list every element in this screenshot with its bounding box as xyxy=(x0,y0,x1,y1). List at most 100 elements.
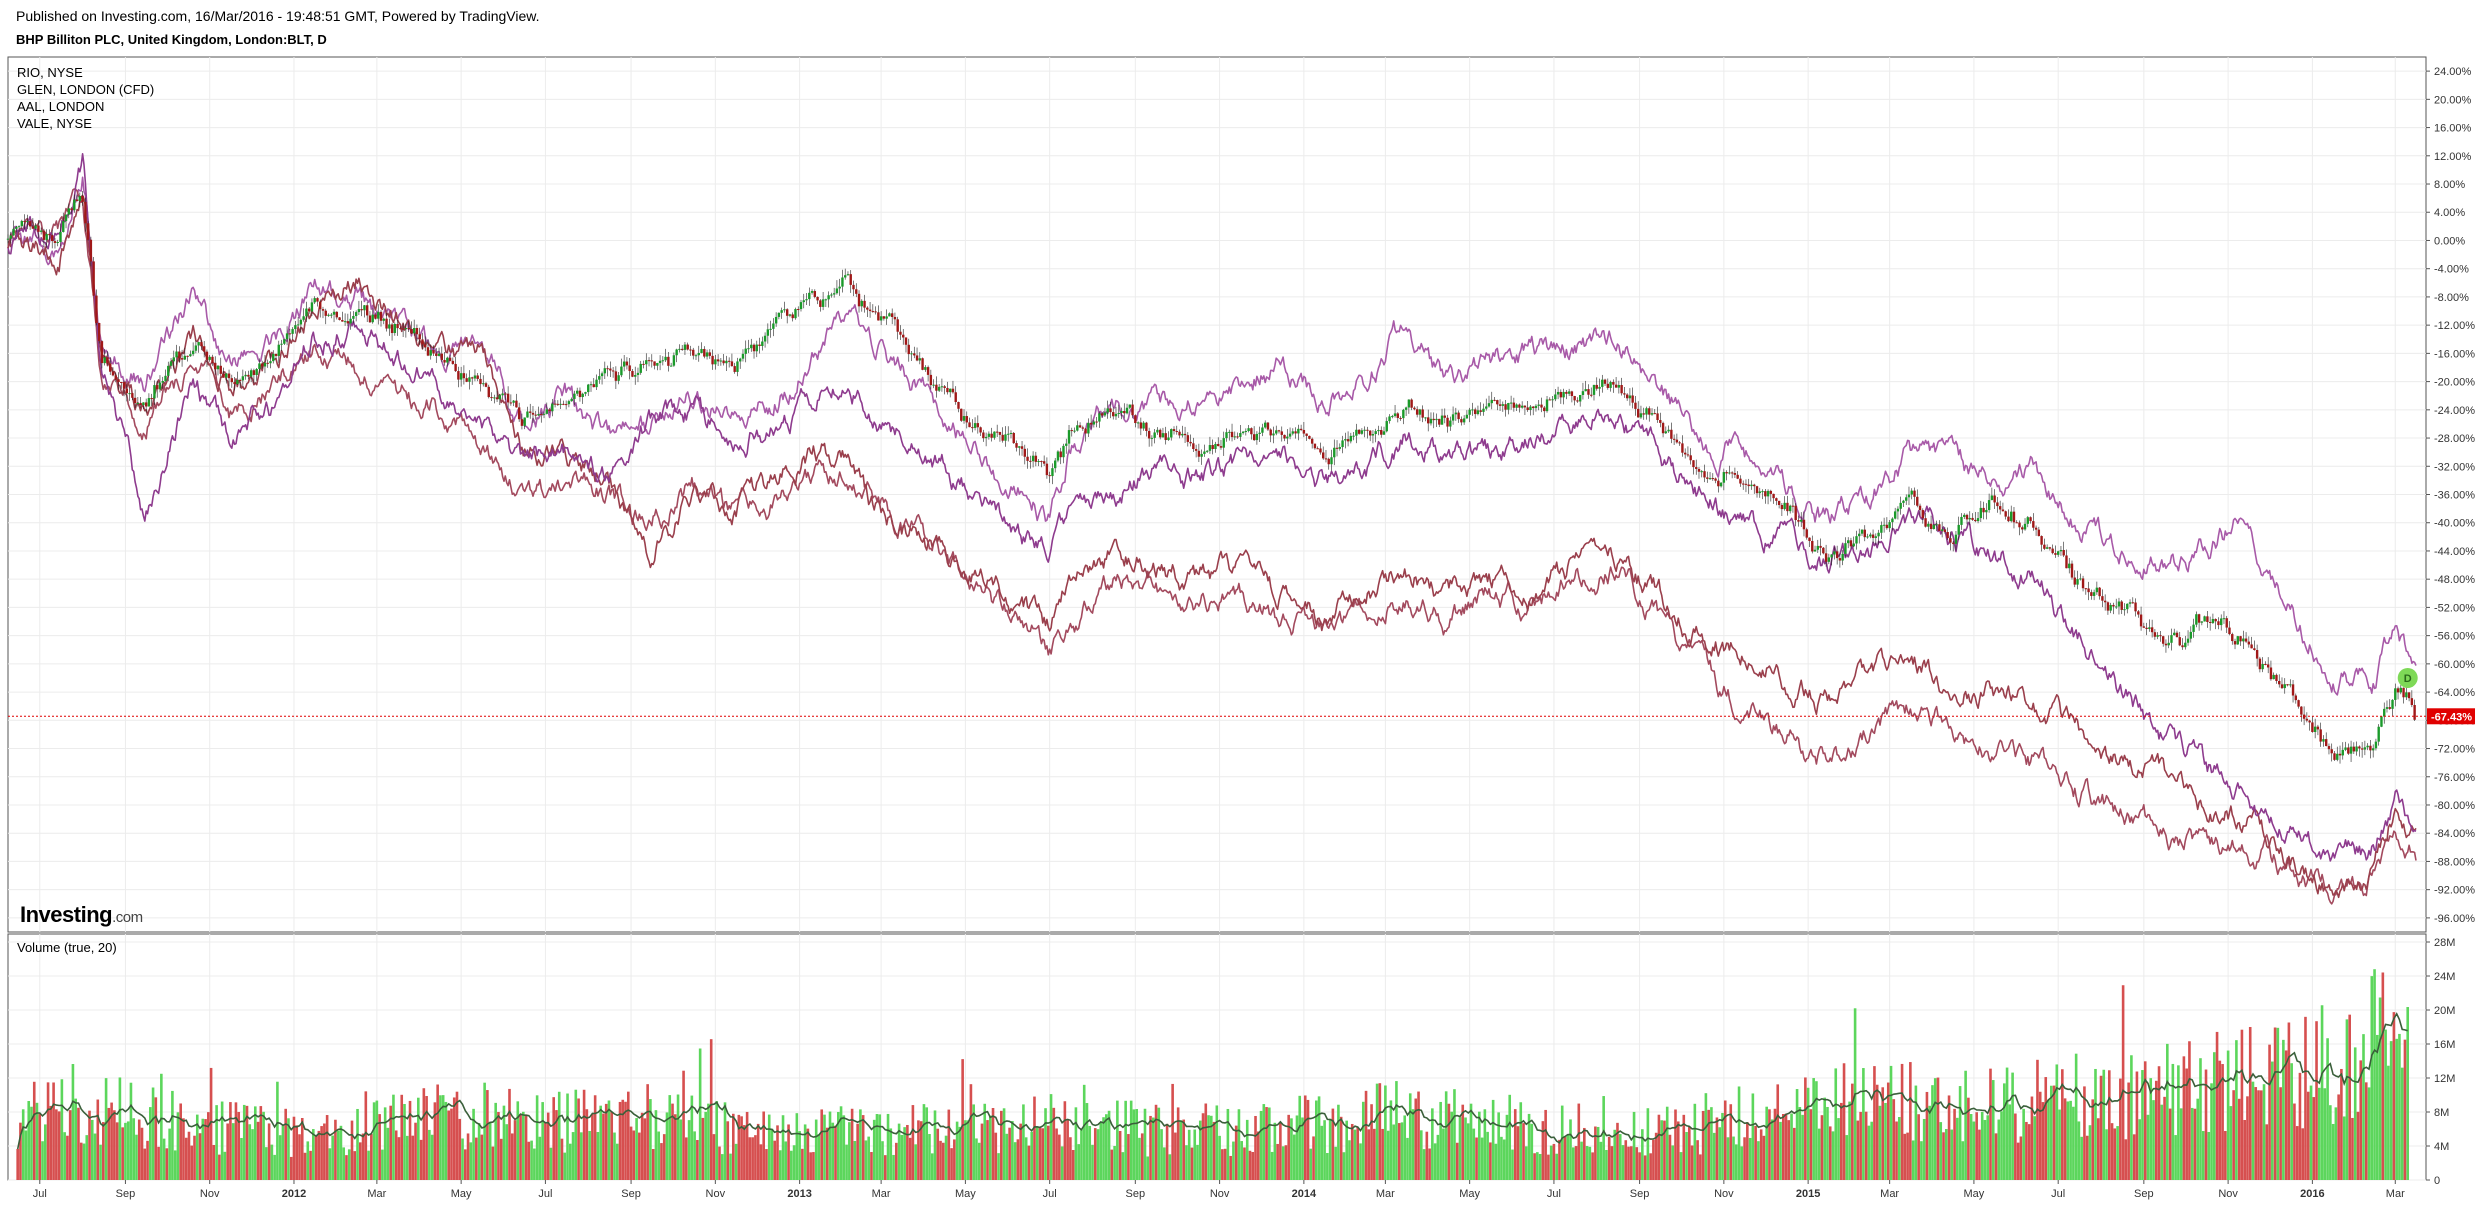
dividend-marker-label: D xyxy=(2404,673,2412,685)
volume-bar-down xyxy=(1892,1099,1896,1180)
candle-down xyxy=(1670,429,1673,439)
candle-up xyxy=(1877,532,1880,537)
candle-up xyxy=(1263,422,1267,428)
candle-up xyxy=(683,344,687,350)
legend-item-vale[interactable]: VALE, NYSE xyxy=(17,116,92,131)
legend-item-rio[interactable]: RIO, NYSE xyxy=(17,65,83,80)
volume-bar-down xyxy=(317,1130,321,1180)
volume-bar-down xyxy=(2221,1064,2224,1180)
candle-up xyxy=(1501,404,1505,406)
candle-down xyxy=(1504,404,1507,410)
candle-up xyxy=(6,238,10,240)
volume-bar-down xyxy=(425,1096,428,1180)
candle-up xyxy=(1490,399,1493,404)
candle-up xyxy=(272,353,275,362)
volume-bar-up xyxy=(668,1095,672,1180)
volume-bar-down xyxy=(585,1109,589,1180)
volume-bar-down xyxy=(38,1113,42,1180)
volume-bar-up xyxy=(278,1135,282,1180)
candle-down xyxy=(1741,483,1745,485)
candle-up xyxy=(1037,461,1040,463)
volume-bar-down xyxy=(378,1114,381,1180)
candle-down xyxy=(385,318,388,329)
candle-down xyxy=(1595,384,1598,389)
candle-down xyxy=(1675,439,1679,443)
volume-bar-up xyxy=(253,1106,257,1180)
candle-down xyxy=(261,363,264,367)
volume-bar-down xyxy=(2246,1096,2249,1180)
legend-item-glen[interactable]: GLEN, LONDON (CFD) xyxy=(17,82,155,97)
candle-down xyxy=(2161,636,2165,644)
candle-up xyxy=(879,316,883,321)
volume-bar-up xyxy=(2353,1047,2357,1180)
volume-bar-up xyxy=(1571,1147,1575,1180)
candle-up xyxy=(1899,502,1902,509)
volume-bar-down xyxy=(1397,1123,1401,1180)
candle-down xyxy=(1811,540,1814,552)
x-tick-label: Jul xyxy=(538,1188,552,1200)
x-tick-label: Sep xyxy=(1126,1188,1146,1200)
volume-bar-down xyxy=(1784,1113,1788,1180)
candle-up xyxy=(545,409,548,414)
volume-bar-down xyxy=(2315,1021,2318,1180)
candle-down xyxy=(667,356,670,366)
volume-bar-down xyxy=(1367,1129,1371,1180)
candle-down xyxy=(1277,430,1281,432)
candle-down xyxy=(1548,399,1551,401)
candle-down xyxy=(1802,519,1806,530)
candle-up xyxy=(2222,618,2226,620)
candle-up xyxy=(377,311,380,319)
volume-bar-up xyxy=(975,1138,978,1180)
candle-up xyxy=(2195,614,2198,625)
candle-down xyxy=(1786,502,1789,512)
volume-bar-down xyxy=(2110,1123,2114,1180)
volume-bar-down xyxy=(610,1111,614,1180)
volume-bar-up xyxy=(392,1094,395,1180)
volume-bar-down xyxy=(55,1109,58,1180)
candle-up xyxy=(620,366,623,376)
candle-down xyxy=(1648,408,1651,415)
candle-down xyxy=(653,361,656,366)
volume-bar-up xyxy=(1511,1149,1514,1180)
candle-down xyxy=(921,358,924,370)
candle-up xyxy=(388,324,391,329)
volume-y-tick-label: 12M xyxy=(2434,1073,2455,1085)
candle-up xyxy=(153,385,156,399)
candle-down xyxy=(1324,458,1328,460)
volume-bar-down xyxy=(2036,1059,2039,1180)
candle-down xyxy=(2280,684,2284,689)
candle-up xyxy=(263,362,267,367)
volume-bar-down xyxy=(52,1082,55,1180)
candle-down xyxy=(797,309,800,311)
volume-bar-down xyxy=(2237,1098,2241,1180)
volume-bar-up xyxy=(1466,1123,1470,1180)
candle-down xyxy=(2004,511,2007,517)
volume-bar-up xyxy=(1035,1126,1039,1180)
candle-up xyxy=(1200,453,1203,457)
volume-bar-down xyxy=(936,1128,940,1180)
volume-bar-down xyxy=(1627,1146,1630,1180)
volume-bar-down xyxy=(2124,1139,2128,1180)
investing-logo[interactable]: Investing.com xyxy=(20,902,143,928)
volume-bar-up xyxy=(1281,1146,1285,1180)
volume-bar-up xyxy=(1500,1136,1503,1180)
candle-down xyxy=(1725,472,1728,474)
candle-up xyxy=(1402,409,1405,419)
candle-up xyxy=(393,324,397,334)
candle-up xyxy=(1866,536,1869,538)
volume-bar-up xyxy=(549,1147,553,1180)
volume-bar-up xyxy=(784,1141,788,1180)
candle-down xyxy=(1319,448,1322,453)
x-tick-label: 2014 xyxy=(1292,1188,1317,1200)
volume-bar-up xyxy=(1665,1106,1669,1180)
volume-bar-up xyxy=(1765,1106,1768,1180)
candle-up xyxy=(1203,451,1206,454)
rio-line xyxy=(7,176,2417,696)
volume-bar-up xyxy=(933,1110,937,1180)
volume-bar-up xyxy=(2406,1007,2410,1180)
volume-bar-up xyxy=(1795,1089,1799,1180)
candle-down xyxy=(321,309,325,311)
volume-bar-up xyxy=(1660,1120,1663,1180)
legend-item-aal[interactable]: AAL, LONDON xyxy=(17,99,105,114)
